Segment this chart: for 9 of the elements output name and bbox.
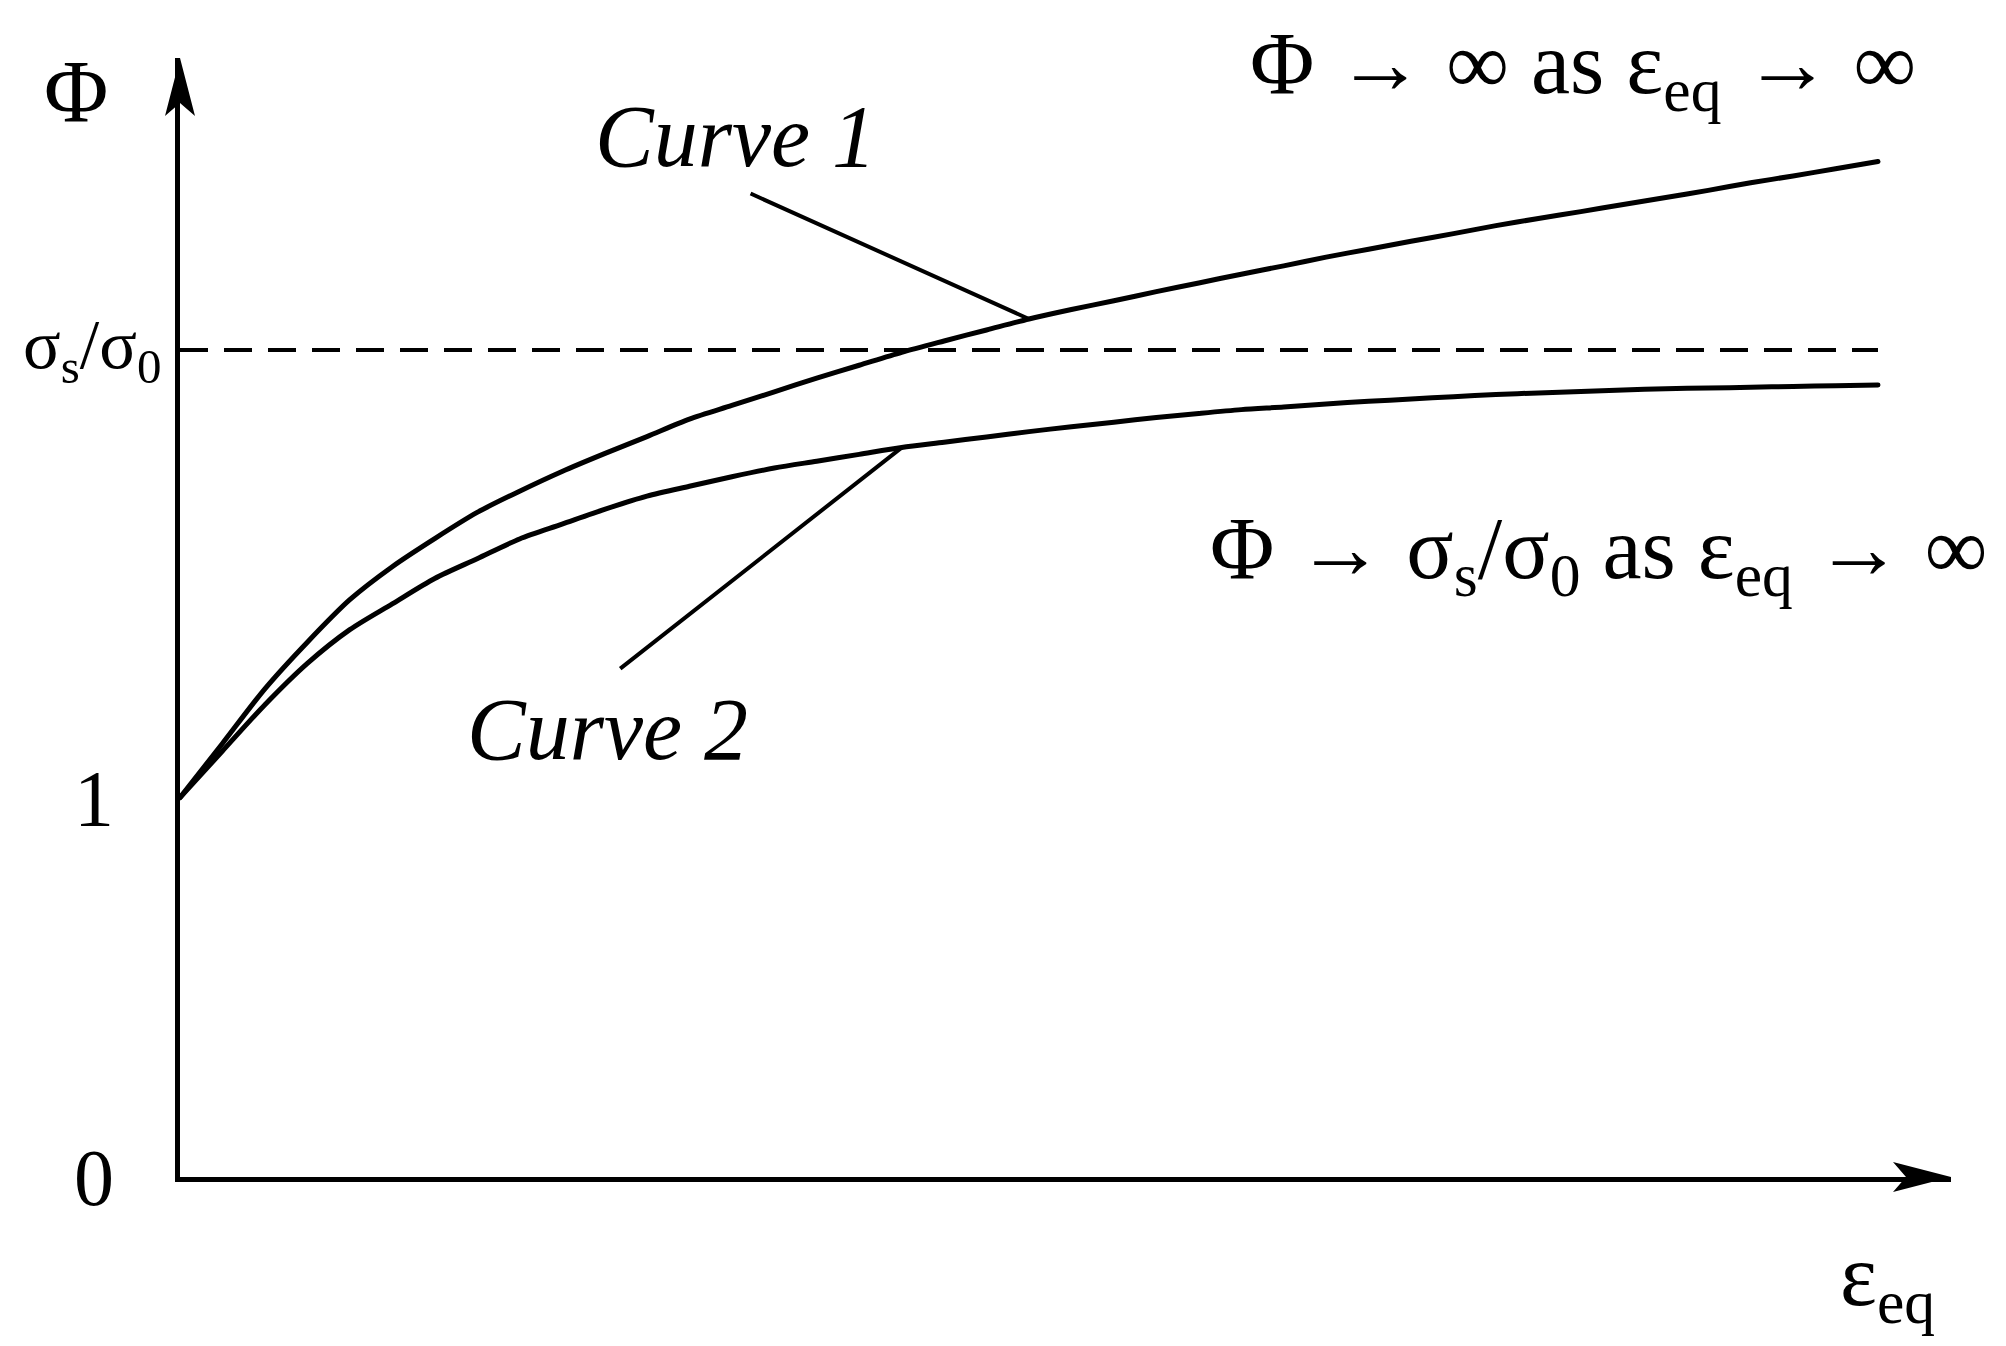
y-tick-label: 1 xyxy=(74,754,114,843)
annotation: Φ → ∞ as ε$_{eq}$ → ∞ xyxy=(1250,15,1917,125)
ref-line-label: σ$_{s}$/σ$_{0}$ xyxy=(23,306,162,394)
y-axis-title: Φ xyxy=(44,43,109,140)
x-axis-title: ε$_{eq}$ xyxy=(1840,1227,1936,1337)
annotation: Φ → σ$_{s}$/σ$_{0}$ as ε$_{eq}$ → ∞ xyxy=(1210,500,1988,610)
y-tick-label: 0 xyxy=(74,1134,114,1222)
series-label: Curve 2 xyxy=(467,681,749,778)
series-label: Curve 1 xyxy=(595,88,877,185)
